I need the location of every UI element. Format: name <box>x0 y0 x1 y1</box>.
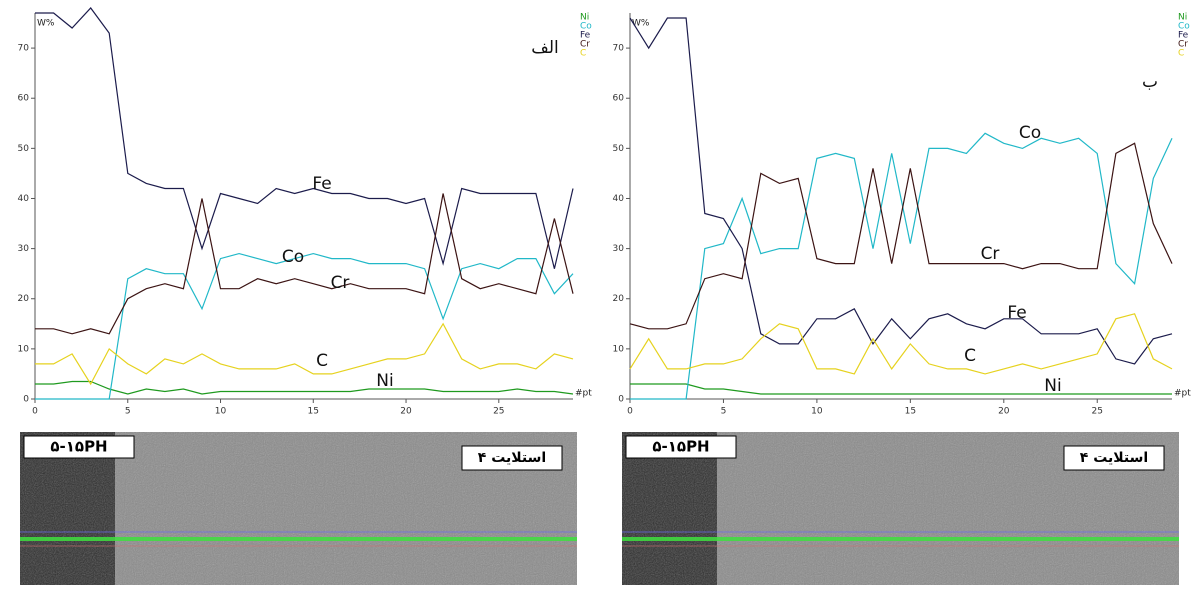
x-tick-label: 10 <box>811 407 823 417</box>
y-tick-label: 70 <box>18 44 30 54</box>
image-caption: استلایت ۴ <box>478 450 546 466</box>
x-tick-label: 15 <box>308 407 319 417</box>
x-tick-label: 0 <box>32 407 38 417</box>
figure: 0102030405060700510152025W%#ptالفNiCoFeC… <box>0 0 1199 585</box>
series-line <box>35 8 573 269</box>
x-axis-label: #pt <box>1174 389 1191 399</box>
series-annotation: Ni <box>1044 376 1061 396</box>
y-tick-label: 70 <box>613 44 625 54</box>
series-annotation: C <box>316 351 328 371</box>
x-tick-label: 5 <box>125 407 131 417</box>
series-line <box>35 254 573 399</box>
y-tick-label: 10 <box>613 344 625 354</box>
y-tick-label: 30 <box>18 244 30 254</box>
y-tick-label: 0 <box>618 395 624 405</box>
x-tick-label: 25 <box>493 407 504 417</box>
y-tick-label: 50 <box>613 144 625 154</box>
micrograph: ۵-۱۵PH استلایت ۴ <box>20 432 577 585</box>
image-tag: ۵-۱۵PH <box>652 438 709 456</box>
y-tick-label: 0 <box>23 395 29 405</box>
series-line <box>630 314 1172 374</box>
y-tick-label: 60 <box>18 94 30 104</box>
y-tick-label: 30 <box>613 244 625 254</box>
legend-entry: C <box>580 49 586 59</box>
y-tick-label: 50 <box>18 144 30 154</box>
x-axis-label: #pt <box>575 389 592 399</box>
series-annotation: Fe <box>1007 303 1026 323</box>
legend-entry: C <box>1178 49 1184 59</box>
series-line <box>630 143 1172 328</box>
y-tick-label: 60 <box>613 94 625 104</box>
y-tick-label: 40 <box>613 194 625 204</box>
chart-title: ب <box>1142 72 1158 92</box>
y-axis-label: W% <box>37 19 55 29</box>
x-tick-label: 20 <box>400 407 412 417</box>
y-tick-label: 10 <box>18 344 30 354</box>
series-annotation: C <box>964 346 976 366</box>
x-tick-label: 10 <box>215 407 227 417</box>
chart: 0 10 20 30 40 50 60 70 0 5 10 15 20 25 W% #pt الف Ni Co Fe C… <box>18 8 593 417</box>
chart-title: الف <box>531 38 559 58</box>
series-annotation: Ni <box>376 371 393 391</box>
series-line <box>630 133 1172 399</box>
series-line <box>35 324 573 384</box>
series-line <box>630 384 1172 394</box>
x-tick-label: 25 <box>1092 407 1103 417</box>
y-axis-label: W% <box>632 19 650 29</box>
micrograph: ۵-۱۵PH استلایت ۴ <box>622 432 1179 585</box>
series-line <box>35 382 573 395</box>
y-tick-label: 40 <box>18 194 30 204</box>
x-tick-label: 0 <box>627 407 633 417</box>
x-tick-label: 5 <box>721 407 727 417</box>
series-annotation: Fe <box>312 174 331 194</box>
image-caption: استلایت ۴ <box>1080 450 1148 466</box>
y-tick-label: 20 <box>18 294 30 304</box>
image-tag: ۵-۱۵PH <box>50 438 107 456</box>
x-tick-label: 15 <box>905 407 916 417</box>
series-line <box>630 18 1172 364</box>
series-annotation: Co <box>282 247 304 267</box>
series-annotation: Cr <box>981 244 1000 264</box>
series-annotation: Co <box>1019 123 1041 143</box>
chart: 0 10 20 30 40 50 60 70 0 5 10 15 20 25 W% #pt ب Ni Co Fe Cr C… <box>613 13 1192 417</box>
series-annotation: Cr <box>331 273 350 293</box>
x-tick-label: 20 <box>998 407 1010 417</box>
y-tick-label: 20 <box>613 294 625 304</box>
